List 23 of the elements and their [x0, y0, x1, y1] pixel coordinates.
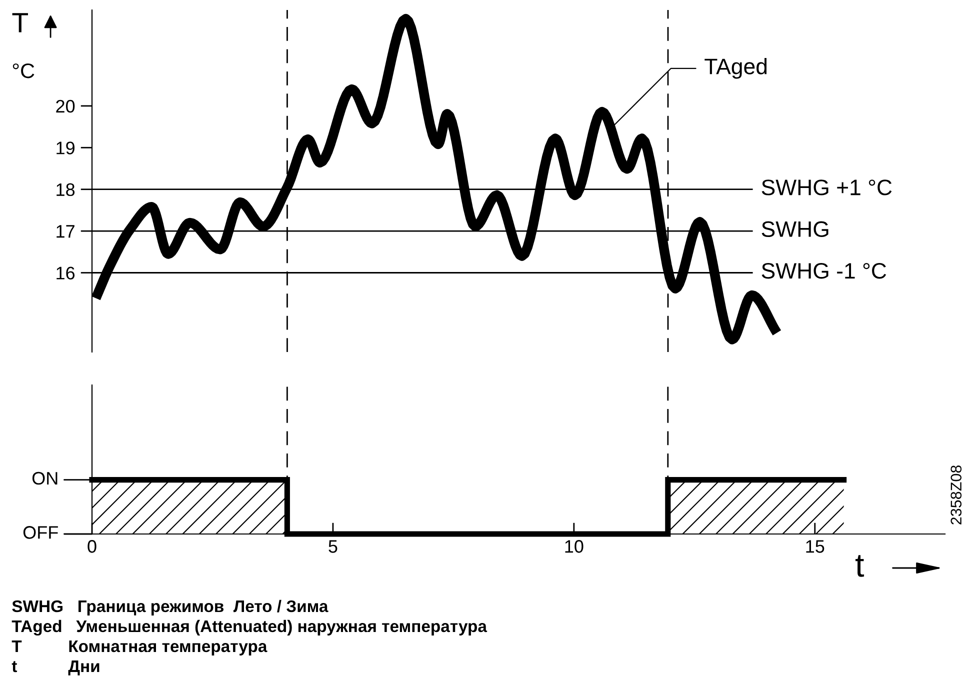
ref-line-label: SWHG -1 °C — [762, 262, 886, 279]
y-axis-title: T — [12, 13, 28, 32]
ref-line-label: SWHG +1 °C — [762, 180, 892, 196]
text: OFF — [23, 526, 58, 539]
text: TAged Уменьшенная (Attenuated) наружная температура — [12, 620, 488, 636]
text: SWHG Граница режимов Лето / Зима — [12, 600, 328, 616]
text: °C — [12, 63, 34, 78]
text: 2358Z08 — [950, 466, 962, 524]
x-tick-label: 0 — [88, 540, 96, 553]
x-tick-label: 10 — [565, 540, 584, 553]
y-tick-label: 18 — [56, 183, 75, 196]
y-tick-label: 16 — [56, 266, 75, 280]
ref-line-label: SWHG — [762, 221, 828, 238]
x-axis-title: t — [856, 555, 864, 577]
y-tick-label: 19 — [56, 142, 74, 154]
x-tick-label: 15 — [806, 540, 824, 553]
y-tick-label: 17 — [56, 225, 74, 238]
text: t Дни — [12, 660, 100, 676]
text: ON — [32, 472, 58, 485]
y-tick-label: 20 — [56, 100, 75, 113]
annotation: TAged — [704, 58, 767, 79]
x-tick-label: 5 — [328, 540, 338, 553]
text: T Комнатная температура — [12, 640, 268, 656]
